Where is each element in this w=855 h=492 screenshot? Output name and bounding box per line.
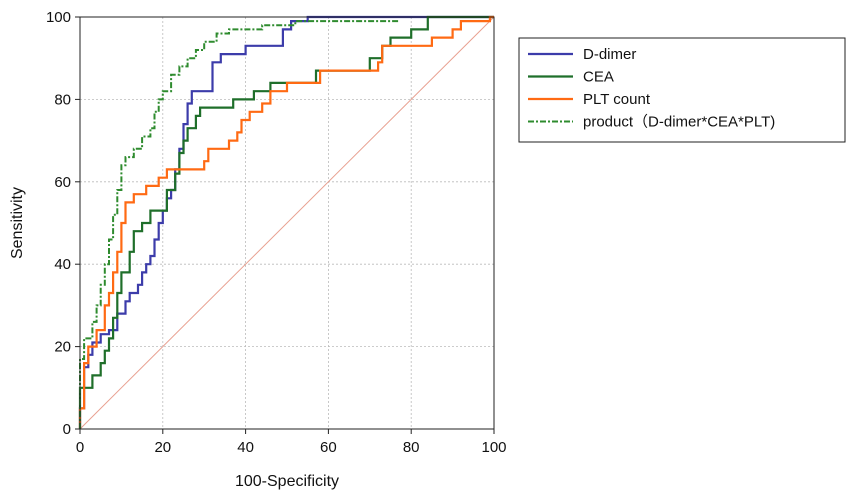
- y-tick-label: 100: [46, 9, 71, 26]
- axes: [79, 16, 495, 430]
- y-axis-title: Sensitivity: [9, 187, 26, 259]
- series-lines: [78, 15, 494, 429]
- y-tick-label: 80: [54, 91, 71, 108]
- series-line-d-dimer: [78, 15, 494, 429]
- y-tick-label: 20: [54, 339, 71, 356]
- x-tick-label: 0: [76, 439, 84, 456]
- legend-label: product（D-dimer*CEA*PLT): [583, 114, 775, 131]
- y-tick-label: 60: [54, 174, 71, 191]
- x-tick-label: 100: [481, 439, 506, 456]
- y-tick-label: 40: [54, 256, 71, 273]
- series-line-product-d-dimer-cea-plt: [79, 20, 399, 429]
- series-line-plt-count: [78, 15, 494, 429]
- legend-label: PLT count: [583, 91, 651, 108]
- plot-area-frame: [79, 16, 495, 430]
- tick-labels: 0 20 40 60 80 100 0 20 40 60 80 100: [46, 9, 507, 456]
- legend-label: D-dimer: [583, 46, 636, 63]
- x-tick-label: 80: [403, 439, 420, 456]
- x-tick-label: 20: [154, 439, 171, 456]
- legend-box: [518, 37, 846, 143]
- y-tick-label: 0: [63, 421, 71, 438]
- x-tick-label: 60: [320, 439, 337, 456]
- legend: D-dimer CEA PLT count product（D-dimer*CEA*P…: [518, 37, 846, 143]
- x-tick-label: 40: [237, 439, 254, 456]
- series-line-cea: [78, 15, 494, 429]
- reference-diagonal-line: [79, 16, 495, 430]
- legend-label: CEA: [583, 69, 614, 86]
- x-axis-title: 100-Specificity: [235, 473, 339, 490]
